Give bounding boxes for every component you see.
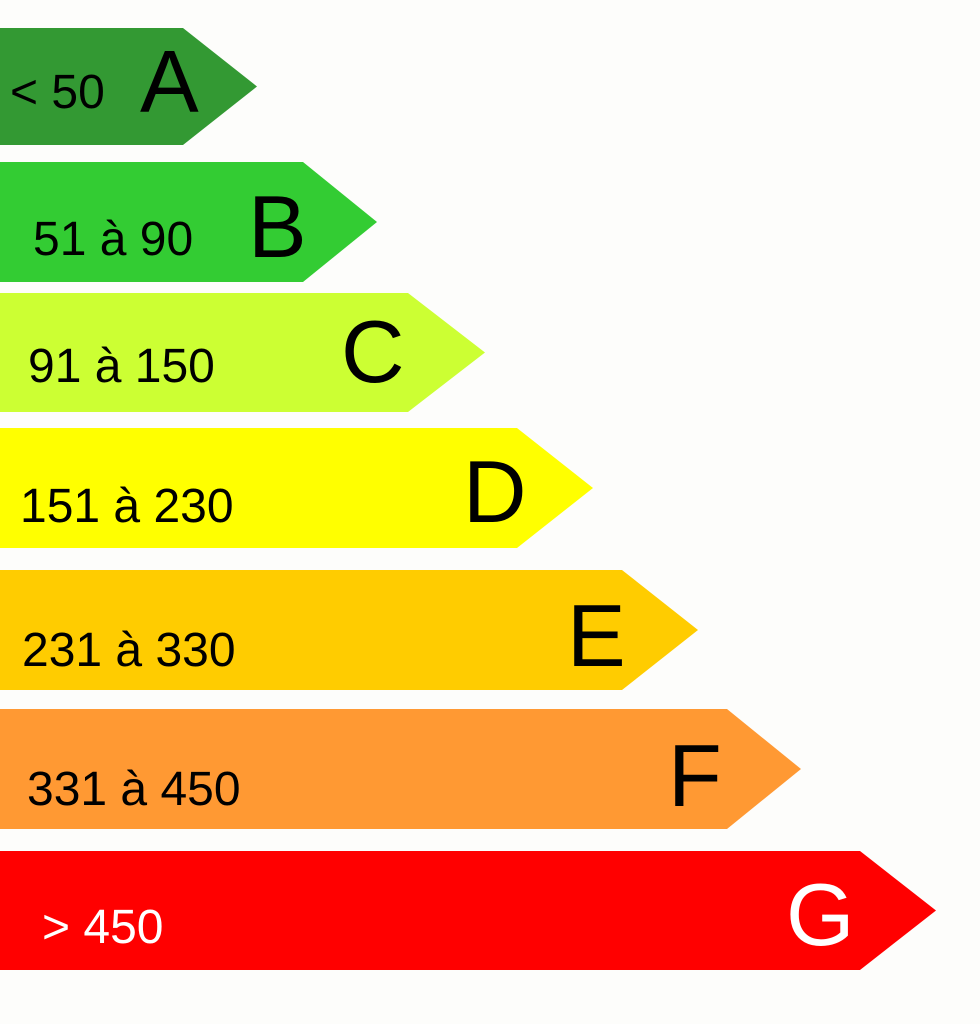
band-range-label: 151 à 230 (20, 480, 234, 533)
band-letter: D (463, 442, 527, 541)
band-letter: G (786, 865, 854, 964)
band-range-label: 91 à 150 (28, 340, 215, 393)
band-arrow (0, 162, 377, 282)
band-range-label: > 450 (42, 901, 163, 954)
band-arrow (0, 709, 801, 829)
band-g: > 450 G (0, 851, 936, 970)
band-arrow (0, 570, 698, 690)
band-letter: F (668, 726, 722, 825)
band-arrow (0, 851, 936, 970)
band-e: 231 à 330 E (0, 570, 698, 690)
band-letter: E (567, 586, 626, 685)
band-range-label: 331 à 450 (27, 763, 241, 816)
band-letter: B (248, 177, 307, 276)
band-range-label: < 50 (10, 66, 105, 119)
band-letter: A (140, 32, 199, 131)
band-b: 51 à 90 B (0, 162, 377, 282)
band-a: < 50 A (0, 28, 257, 145)
band-c: 91 à 150 C (0, 293, 485, 412)
band-range-label: 231 à 330 (22, 624, 236, 677)
band-arrow (0, 293, 485, 412)
band-letter: C (341, 302, 405, 401)
band-f: 331 à 450 F (0, 709, 801, 829)
band-range-label: 51 à 90 (33, 213, 193, 266)
band-arrow (0, 28, 257, 145)
band-d: 151 à 230 D (0, 428, 593, 548)
band-arrow (0, 428, 593, 548)
